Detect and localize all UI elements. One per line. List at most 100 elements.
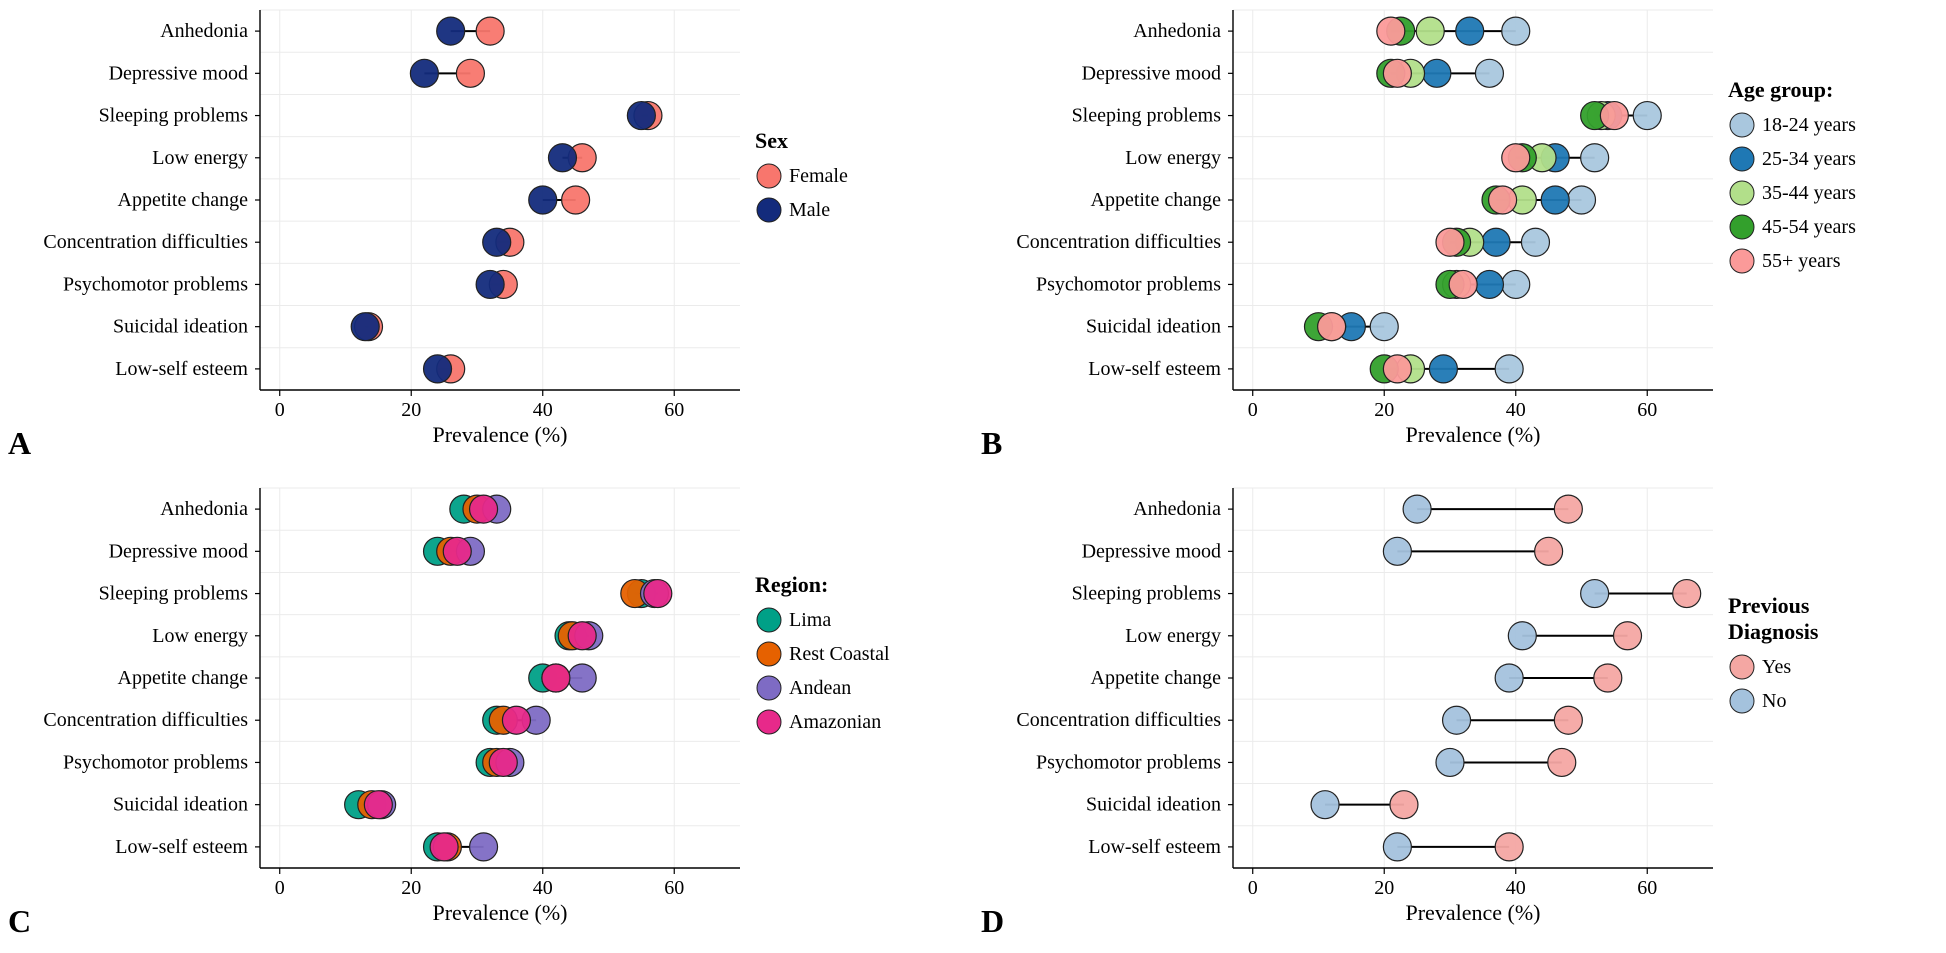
panel-A: 0204060Prevalence (%)AnhedoniaDepressive… (0, 0, 970, 470)
category-label: Depressive mood (109, 62, 248, 84)
point-yes (1548, 748, 1576, 776)
point-amazonian (489, 748, 517, 776)
category-label: Depressive mood (1082, 62, 1221, 84)
point-18-24-years (1567, 186, 1595, 214)
legend-title: Region: (755, 572, 828, 597)
point-andean (470, 833, 498, 861)
category-label: Low energy (152, 147, 248, 169)
x-tick-label: 40 (533, 877, 553, 899)
point-18-24-years (1475, 59, 1503, 87)
panel-C: 0204060Prevalence (%)AnhedoniaDepressive… (0, 478, 970, 948)
x-tick-label: 0 (275, 877, 285, 899)
category-label: Low-self esteem (115, 836, 248, 858)
point-male (351, 313, 379, 341)
x-tick-label: 20 (401, 399, 421, 421)
x-tick-label: 20 (1374, 399, 1394, 421)
x-tick-label: 60 (1637, 399, 1657, 421)
point-amazonian (568, 622, 596, 650)
legend-title: Previous (1728, 593, 1810, 618)
point-andean (568, 664, 596, 692)
x-tick-label: 0 (1248, 399, 1258, 421)
point-yes (1535, 537, 1563, 565)
category-label: Concentration difficulties (1016, 231, 1221, 253)
point-yes (1673, 580, 1701, 608)
point-yes (1495, 833, 1523, 861)
category-label: Suicidal ideation (1086, 794, 1221, 816)
category-label: Suicidal ideation (113, 794, 248, 816)
point-25-34-years (1475, 270, 1503, 298)
category-label: Appetite change (118, 667, 249, 689)
legend-item-label: Female (789, 165, 848, 187)
x-axis-label: Prevalence (%) (1406, 422, 1541, 447)
point-18-24-years (1370, 313, 1398, 341)
point-18-24-years (1502, 17, 1530, 45)
point-amazonian (644, 580, 672, 608)
category-label: Concentration difficulties (43, 709, 248, 731)
point-male (437, 17, 465, 45)
point-no (1495, 664, 1523, 692)
x-tick-label: 60 (664, 399, 684, 421)
x-tick-label: 0 (275, 399, 285, 421)
category-label: Depressive mood (1082, 540, 1221, 562)
point-55+-years (1383, 355, 1411, 383)
panel-D-svg: 0204060Prevalence (%)AnhedoniaDepressive… (973, 478, 1943, 948)
point-yes (1390, 791, 1418, 819)
category-label: Low energy (1125, 625, 1221, 647)
panel-label-C: C (8, 903, 31, 940)
category-label: Concentration difficulties (1016, 709, 1221, 731)
category-label: Suicidal ideation (113, 316, 248, 338)
category-label: Depressive mood (109, 540, 248, 562)
point-amazonian (542, 664, 570, 692)
category-label: Anhedonia (160, 498, 248, 520)
point-55+-years (1489, 186, 1517, 214)
legend-marker (1730, 689, 1754, 713)
plot-background (1233, 488, 1713, 868)
legend-marker (1730, 181, 1754, 205)
point-male (548, 144, 576, 172)
legend-item-label: Andean (789, 677, 851, 699)
category-label: Anhedonia (1133, 498, 1221, 520)
x-tick-label: 40 (1506, 399, 1526, 421)
panel-label-D: D (981, 903, 1004, 940)
category-label: Anhedonia (160, 20, 248, 42)
x-axis-label: Prevalence (%) (433, 900, 568, 925)
category-label: Sleeping problems (99, 583, 249, 605)
point-no (1383, 537, 1411, 565)
panel-C-svg: 0204060Prevalence (%)AnhedoniaDepressive… (0, 478, 970, 948)
plot-background (260, 10, 740, 390)
point-no (1508, 622, 1536, 650)
point-25-34-years (1423, 59, 1451, 87)
point-18-24-years (1502, 270, 1530, 298)
x-tick-label: 40 (1506, 877, 1526, 899)
legend-item-label: Male (789, 199, 830, 221)
category-label: Appetite change (1091, 189, 1222, 211)
point-25-34-years (1541, 186, 1569, 214)
panel-A-svg: 0204060Prevalence (%)AnhedoniaDepressive… (0, 0, 970, 470)
category-label: Low-self esteem (1088, 836, 1221, 858)
point-male (483, 228, 511, 256)
point-55+-years (1377, 17, 1405, 45)
x-tick-label: 20 (1374, 877, 1394, 899)
category-label: Sleeping problems (99, 105, 249, 127)
point-18-24-years (1581, 144, 1609, 172)
point-male (476, 270, 504, 298)
category-label: Psychomotor problems (63, 273, 248, 295)
point-yes (1554, 706, 1582, 734)
point-male (424, 355, 452, 383)
panel-label-B: B (981, 425, 1002, 462)
panel-B-svg: 0204060Prevalence (%)AnhedoniaDepressive… (973, 0, 1943, 470)
legend-marker (757, 164, 781, 188)
legend-marker (757, 198, 781, 222)
legend-item-label: Lima (789, 609, 831, 631)
legend-item-label: Yes (1762, 656, 1791, 678)
point-18-24-years (1521, 228, 1549, 256)
legend-marker (757, 608, 781, 632)
legend-item-label: 18-24 years (1762, 114, 1856, 136)
legend-item-label: No (1762, 690, 1786, 712)
legend-marker (757, 710, 781, 734)
point-55+-years (1383, 59, 1411, 87)
x-tick-label: 0 (1248, 877, 1258, 899)
legend-marker (1730, 215, 1754, 239)
x-axis-label: Prevalence (%) (433, 422, 568, 447)
point-25-34-years (1429, 355, 1457, 383)
